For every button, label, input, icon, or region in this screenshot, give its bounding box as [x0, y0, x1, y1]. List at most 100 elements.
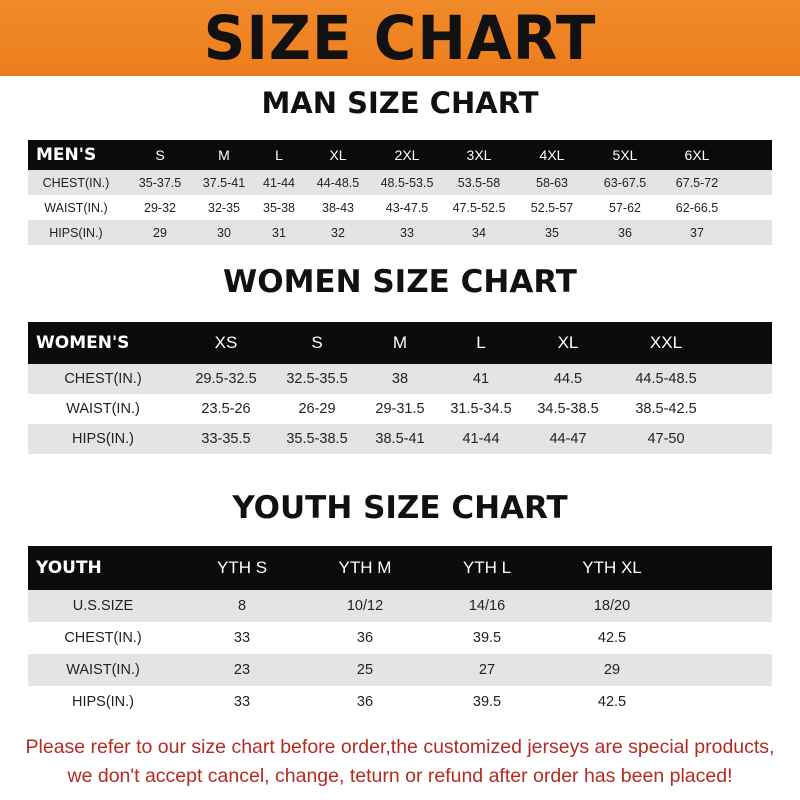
spacer-cell — [734, 140, 772, 170]
size-header: 4XL — [514, 140, 590, 170]
measurement-cell: 23 — [178, 654, 306, 686]
table-row: WAIST(IN.) 23 25 27 29 — [28, 654, 772, 686]
table-row: HIPS(IN.) 29 30 31 32 33 34 35 36 37 — [28, 220, 772, 245]
measurement-cell: 35 — [514, 220, 590, 245]
measurement-cell: 41-44 — [440, 424, 522, 454]
measurement-cell: 8 — [178, 590, 306, 622]
row-label: U.S.SIZE — [28, 590, 178, 622]
size-header: XL — [306, 140, 370, 170]
measurement-cell: 29-31.5 — [360, 394, 440, 424]
women-size-table: WOMEN'S XS S M L XL XXL CHEST(IN.) 29.5-32.5 32.5… — [28, 322, 772, 454]
youth-heading: YOUTH SIZE CHART — [232, 490, 568, 526]
table-row: U.S.SIZE 8 10/12 14/16 18/20 — [28, 590, 772, 622]
size-header: S — [274, 322, 360, 364]
measurement-cell: 67.5-72 — [660, 170, 734, 195]
size-header: S — [124, 140, 196, 170]
measurement-cell: 38-43 — [306, 195, 370, 220]
size-header: XL — [522, 322, 614, 364]
size-header: 2XL — [370, 140, 444, 170]
men-heading: MAN SIZE CHART — [261, 86, 539, 120]
measurement-cell: 18/20 — [550, 590, 674, 622]
measurement-cell: 44.5 — [522, 364, 614, 394]
measurement-cell: 31.5-34.5 — [440, 394, 522, 424]
spacer-cell — [718, 394, 772, 424]
spacer-cell — [718, 424, 772, 454]
row-label: WAIST(IN.) — [28, 195, 124, 220]
men-size-table: MEN'S S M L XL 2XL 3XL 4XL 5XL 6XL CHEST(IN.) 35-37… — [28, 140, 772, 245]
size-header: YTH XL — [550, 546, 674, 590]
measurement-cell: 33-35.5 — [178, 424, 274, 454]
measurement-cell: 38.5-41 — [360, 424, 440, 454]
row-label: CHEST(IN.) — [28, 622, 178, 654]
measurement-cell: 53.5-58 — [444, 170, 514, 195]
measurement-cell: 33 — [370, 220, 444, 245]
measurement-cell: 30 — [196, 220, 252, 245]
measurement-cell: 10/12 — [306, 590, 424, 622]
row-label: HIPS(IN.) — [28, 220, 124, 245]
size-header: 6XL — [660, 140, 734, 170]
table-title-cell: WOMEN'S — [28, 322, 178, 364]
row-label: CHEST(IN.) — [28, 364, 178, 394]
size-header: YTH M — [306, 546, 424, 590]
size-header: XS — [178, 322, 274, 364]
measurement-cell: 48.5-53.5 — [370, 170, 444, 195]
measurement-cell: 35-37.5 — [124, 170, 196, 195]
size-header: M — [196, 140, 252, 170]
spacer-cell — [734, 195, 772, 220]
table-row: WAIST(IN.) 29-32 32-35 35-38 38-43 43-47.5 47.… — [28, 195, 772, 220]
measurement-cell: 47.5-52.5 — [444, 195, 514, 220]
size-header: M — [360, 322, 440, 364]
measurement-cell: 44-48.5 — [306, 170, 370, 195]
measurement-cell: 29.5-32.5 — [178, 364, 274, 394]
row-label: HIPS(IN.) — [28, 686, 178, 718]
size-header: L — [252, 140, 306, 170]
table-title-cell: MEN'S — [28, 140, 124, 170]
men-header-row: MEN'S S M L XL 2XL 3XL 4XL 5XL 6XL — [28, 140, 772, 170]
measurement-cell: 36 — [590, 220, 660, 245]
measurement-cell: 29 — [124, 220, 196, 245]
table-row: CHEST(IN.) 35-37.5 37.5-41 41-44 44-48.5 48.5… — [28, 170, 772, 195]
measurement-cell: 43-47.5 — [370, 195, 444, 220]
measurement-cell: 25 — [306, 654, 424, 686]
size-header: XXL — [614, 322, 718, 364]
table-row: HIPS(IN.) 33 36 39.5 42.5 — [28, 686, 772, 718]
measurement-cell: 29-32 — [124, 195, 196, 220]
title-banner: SIZE CHART — [0, 0, 800, 76]
measurement-cell: 42.5 — [550, 622, 674, 654]
spacer-cell — [734, 170, 772, 195]
measurement-cell: 36 — [306, 622, 424, 654]
measurement-cell: 35-38 — [252, 195, 306, 220]
measurement-cell: 44.5-48.5 — [614, 364, 718, 394]
table-row: WAIST(IN.) 23.5-26 26-29 29-31.5 31.5-34.5 34… — [28, 394, 772, 424]
measurement-cell: 52.5-57 — [514, 195, 590, 220]
measurement-cell: 42.5 — [550, 686, 674, 718]
measurement-cell: 39.5 — [424, 622, 550, 654]
row-label: WAIST(IN.) — [28, 654, 178, 686]
table-row: HIPS(IN.) 33-35.5 35.5-38.5 38.5-41 41-44 44-… — [28, 424, 772, 454]
banner-title: SIZE CHART — [203, 2, 597, 74]
measurement-cell: 33 — [178, 686, 306, 718]
measurement-cell: 27 — [424, 654, 550, 686]
row-label: WAIST(IN.) — [28, 394, 178, 424]
spacer-cell — [674, 546, 772, 590]
measurement-cell: 32-35 — [196, 195, 252, 220]
measurement-cell: 41 — [440, 364, 522, 394]
measurement-cell: 63-67.5 — [590, 170, 660, 195]
measurement-cell: 34.5-38.5 — [522, 394, 614, 424]
measurement-cell: 37.5-41 — [196, 170, 252, 195]
size-header: YTH S — [178, 546, 306, 590]
measurement-cell: 62-66.5 — [660, 195, 734, 220]
youth-header-row: YOUTH YTH S YTH M YTH L YTH XL — [28, 546, 772, 590]
spacer-cell — [674, 590, 772, 622]
measurement-cell: 37 — [660, 220, 734, 245]
measurement-cell: 26-29 — [274, 394, 360, 424]
measurement-cell: 32 — [306, 220, 370, 245]
spacer-cell — [718, 364, 772, 394]
measurement-cell: 29 — [550, 654, 674, 686]
youth-size-table: YOUTH YTH S YTH M YTH L YTH XL U.S.SIZE 8 10/12… — [28, 546, 772, 718]
spacer-cell — [674, 654, 772, 686]
measurement-cell: 34 — [444, 220, 514, 245]
women-heading: WOMEN SIZE CHART — [223, 264, 577, 300]
measurement-cell: 47-50 — [614, 424, 718, 454]
measurement-cell: 36 — [306, 686, 424, 718]
